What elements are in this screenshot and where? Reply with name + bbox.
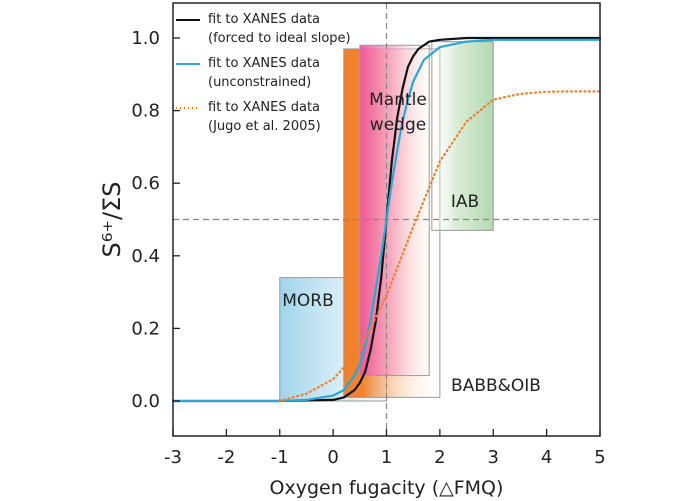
x-tick-label: 2: [434, 447, 445, 468]
x-axis-title: Oxygen fugacity (△FMQ): [270, 477, 504, 499]
y-tick-label: 1.0: [131, 28, 160, 49]
y-tick-label: 0.8: [131, 101, 160, 122]
x-tick-label: 4: [541, 447, 552, 468]
data-series: [171, 36, 602, 403]
x-tick-label: -2: [217, 447, 235, 468]
y-tick-label: 0.0: [131, 391, 160, 412]
legend-label-0: fit to XANES data: [208, 12, 320, 27]
region-labels: MORB BABB&OIB IAB Mantle wedge: [282, 90, 541, 396]
y-tick-label: 0.4: [131, 246, 160, 267]
y-tick-label: 0.6: [131, 173, 160, 194]
x-tick-label: 0: [327, 447, 338, 468]
x-tick-label: -3: [164, 447, 182, 468]
y-tick-label: 0.2: [131, 318, 160, 339]
region-label-mantle-wedge: Mantle: [369, 90, 427, 110]
x-tick-label: 1: [381, 447, 392, 468]
legend-label-1: fit to XANES data: [208, 56, 320, 71]
series-line-2: [278, 90, 602, 403]
legend: fit to XANES data (forced to ideal slope)…: [176, 12, 351, 134]
region-label-babb-oib: BABB&OIB: [451, 376, 541, 396]
x-tick-label: -1: [271, 447, 289, 468]
region-label-mantle-wedge: wedge: [370, 115, 426, 135]
x-tick-label: 5: [594, 447, 605, 468]
region-label-iab: IAB: [451, 192, 479, 212]
region-label-morb: MORB: [282, 291, 334, 311]
y-axis-title: S⁶⁺/ΣS: [98, 181, 126, 257]
legend-label-1: (unconstrained): [208, 75, 311, 90]
series-line-1: [171, 38, 602, 403]
x-tick-label: 3: [488, 447, 499, 468]
legend-label-2: fit to XANES data: [208, 100, 320, 115]
legend-label-2: (Jugo et al. 2005): [208, 119, 321, 134]
legend-label-0: (forced to ideal slope): [208, 31, 351, 46]
axis-ticks: -3 -2 -1 0 1 2 3 4 5 0.0 0.2 0.4 0.6 0.8 1.0: [131, 28, 605, 468]
